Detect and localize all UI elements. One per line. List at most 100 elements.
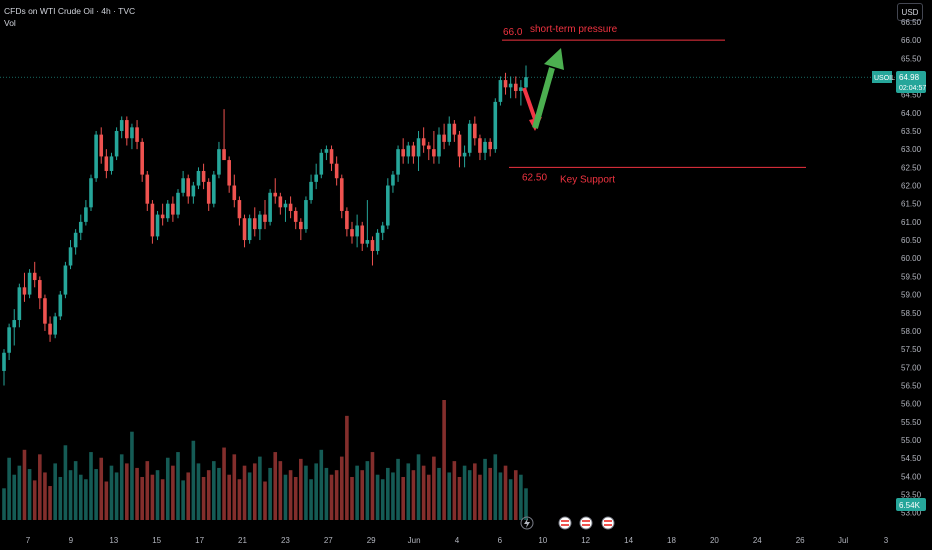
candle-body (278, 196, 283, 208)
candle-body (263, 214, 267, 222)
candle-body (63, 265, 68, 295)
volume-indicator-label[interactable]: Vol (4, 18, 16, 28)
candle-body (513, 83, 518, 91)
volume-bar (171, 465, 175, 520)
volume-bar (7, 457, 11, 520)
candle-body (488, 141, 492, 150)
volume-bar (411, 470, 416, 520)
volume-bar (201, 476, 206, 520)
price-tick-label: 62.50 (901, 163, 922, 172)
volume-bar (27, 469, 32, 520)
candle-body (17, 287, 22, 321)
candle-body (191, 185, 196, 197)
candle-body (483, 141, 487, 153)
price-tick-label: 55.00 (901, 436, 922, 445)
candle-body (247, 218, 252, 241)
volume-bar (432, 456, 436, 520)
price-tick-label: 59.50 (901, 272, 922, 281)
support-value: 62.50 (522, 172, 547, 183)
candle-body (119, 120, 124, 131)
volume-bar (334, 470, 339, 520)
price-tick-label: 55.50 (901, 418, 922, 427)
time-tick-label: 29 (367, 536, 376, 545)
time-tick-label: 9 (69, 536, 74, 545)
candle-body (165, 203, 170, 219)
volume-bar (329, 474, 334, 520)
support-label: Key Support (560, 174, 615, 185)
candle-body (150, 203, 155, 237)
time-tick-label: 10 (538, 536, 547, 545)
candle-body (462, 152, 467, 157)
volume-bar (109, 465, 114, 520)
candle-body (380, 225, 385, 233)
time-tick-label: 15 (152, 536, 161, 545)
candle-body (293, 210, 298, 222)
candle-body (242, 218, 247, 241)
volume-bar (478, 474, 482, 520)
candle-body (78, 221, 83, 233)
candle-body (130, 127, 134, 139)
candle-body (503, 80, 508, 88)
candle-body (94, 134, 98, 179)
candle-body (135, 127, 139, 142)
candle-body (478, 138, 482, 153)
price-tick-label: 61.50 (901, 200, 922, 209)
time-tick-label: 26 (796, 536, 805, 545)
volume-bar (467, 470, 472, 520)
volume-bar (145, 461, 150, 520)
volume-bar (437, 467, 441, 520)
volume-bar (345, 415, 349, 520)
volume-bar (242, 465, 247, 520)
price-tick-label: 66.00 (901, 36, 922, 45)
flag-icon[interactable] (601, 516, 615, 530)
candle-body (314, 174, 318, 182)
volume-bar (17, 465, 22, 520)
candle-body (99, 134, 104, 157)
flag-icon[interactable] (558, 516, 572, 530)
volume-bar (503, 465, 508, 520)
volume-bar (232, 454, 237, 520)
price-tick-label: 53.50 (901, 491, 922, 500)
volume-bars (2, 400, 528, 520)
candle-body (309, 181, 313, 201)
volume-bar (48, 486, 52, 520)
volume-bar (68, 470, 73, 520)
bar-countdown: 02:04:57 (899, 85, 926, 92)
time-tick-label: Jun (408, 536, 421, 545)
volume-bar (258, 456, 262, 520)
time-tick-label: 27 (324, 536, 333, 545)
volume-bar (176, 452, 180, 520)
resistance-label: short-term pressure (530, 24, 618, 35)
volume-bar (508, 479, 513, 520)
volume-bar (12, 474, 17, 520)
flag-icon[interactable] (579, 516, 593, 530)
volume-bar (314, 463, 318, 520)
currency-button[interactable]: USD (897, 3, 923, 21)
time-tick-label: 20 (710, 536, 719, 545)
volume-bar (493, 454, 498, 520)
candle-body (258, 214, 262, 230)
volume-bar (426, 474, 431, 520)
candle-body (370, 240, 375, 251)
candle-body (319, 152, 324, 175)
lightning-icon[interactable] (520, 516, 534, 530)
volume-bar (380, 479, 385, 520)
candle-body (232, 185, 237, 201)
candle-body (125, 120, 129, 139)
volume-bar (135, 467, 139, 520)
candle-body (32, 272, 37, 281)
price-tick-label: 62.00 (901, 182, 922, 191)
volume-bar (73, 461, 78, 520)
volume-bar (473, 463, 477, 520)
time-tick-label: 23 (281, 536, 290, 545)
symbol-tag: USOIL (874, 75, 895, 82)
candle-body (288, 203, 293, 211)
candle-body (109, 156, 114, 171)
candle-body (375, 232, 380, 251)
candle-body (452, 123, 457, 135)
candle-body (38, 280, 42, 299)
candle-body (426, 145, 431, 150)
time-tick-label: 21 (238, 536, 247, 545)
candle-body (406, 145, 411, 157)
